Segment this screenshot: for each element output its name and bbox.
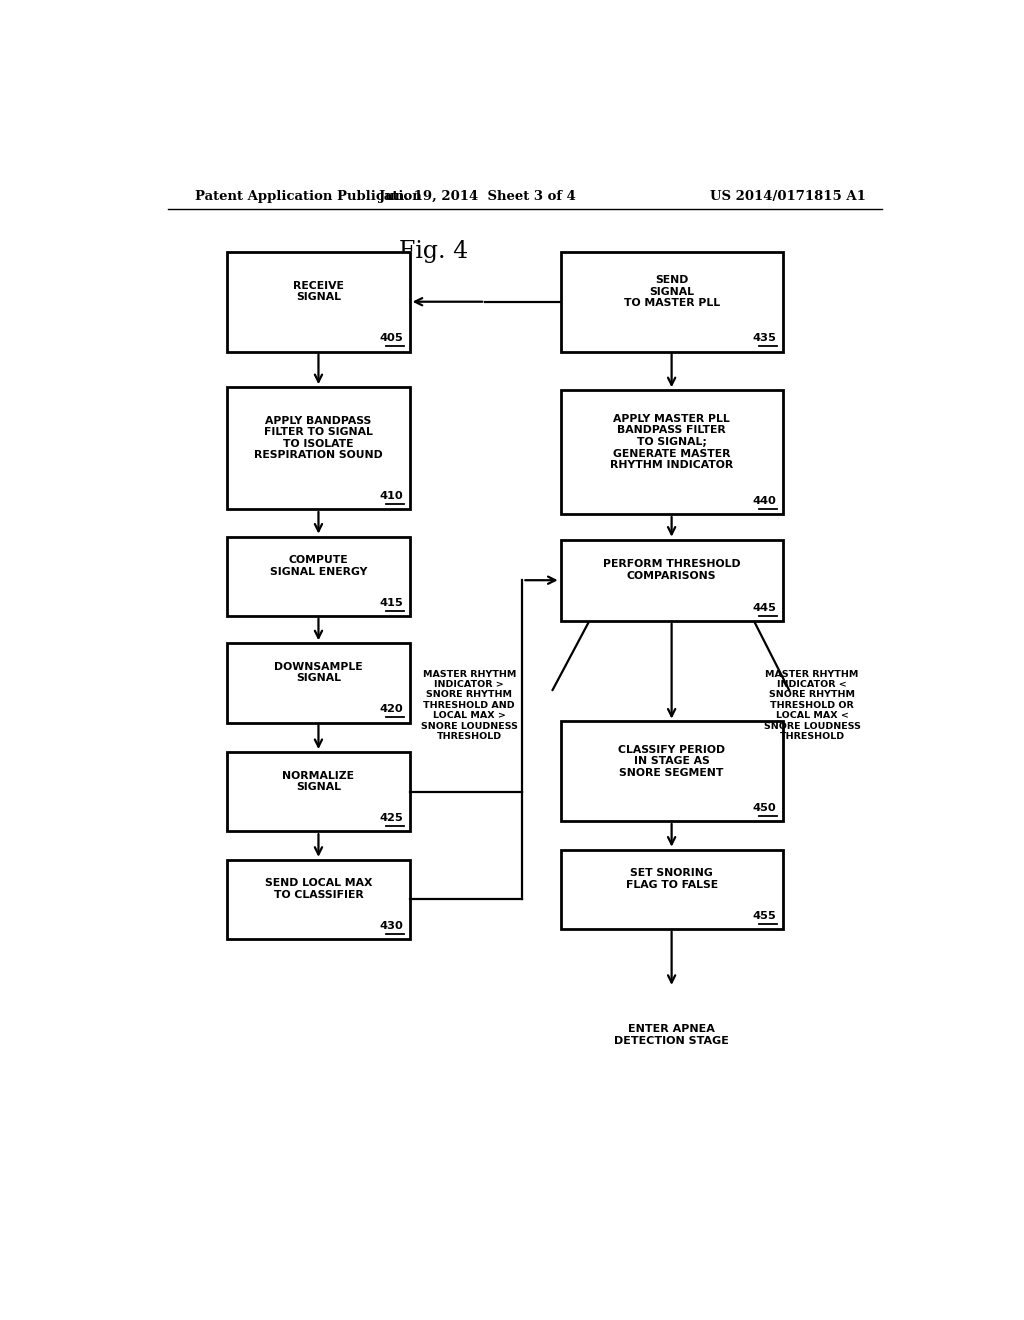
Text: Patent Application Publication: Patent Application Publication [196,190,422,202]
Text: SEND
SIGNAL
TO MASTER PLL: SEND SIGNAL TO MASTER PLL [624,275,720,308]
Text: Jun. 19, 2014  Sheet 3 of 4: Jun. 19, 2014 Sheet 3 of 4 [379,190,575,202]
Text: RECEIVE
SIGNAL: RECEIVE SIGNAL [293,281,344,302]
Text: 445: 445 [753,603,776,612]
Text: PERFORM THRESHOLD
COMPARISONS: PERFORM THRESHOLD COMPARISONS [603,560,740,581]
FancyBboxPatch shape [560,391,782,515]
Text: COMPUTE
SIGNAL ENERGY: COMPUTE SIGNAL ENERGY [269,556,368,577]
FancyBboxPatch shape [227,252,410,351]
Text: 425: 425 [380,813,403,824]
Text: 455: 455 [753,911,776,921]
Text: US 2014/0171815 A1: US 2014/0171815 A1 [711,190,866,202]
Text: 410: 410 [380,491,403,500]
Text: 435: 435 [753,334,776,343]
Text: DOWNSAMPLE
SIGNAL: DOWNSAMPLE SIGNAL [274,661,362,684]
FancyBboxPatch shape [560,722,782,821]
Text: 430: 430 [380,921,403,931]
Text: MASTER RHYTHM
INDICATOR <
SNORE RHYTHM
THRESHOLD OR
LOCAL MAX <
SNORE LOUDNESS
T: MASTER RHYTHM INDICATOR < SNORE RHYTHM T… [764,669,860,741]
Text: 415: 415 [380,598,403,607]
Text: 450: 450 [753,803,776,813]
Text: 440: 440 [753,496,776,506]
FancyBboxPatch shape [227,536,410,615]
Text: 420: 420 [380,705,403,714]
Text: NORMALIZE
SIGNAL: NORMALIZE SIGNAL [283,771,354,792]
Text: MASTER RHYTHM
INDICATOR >
SNORE RHYTHM
THRESHOLD AND
LOCAL MAX >
SNORE LOUDNESS
: MASTER RHYTHM INDICATOR > SNORE RHYTHM T… [421,669,518,741]
Text: 405: 405 [380,334,403,343]
Text: APPLY MASTER PLL
BANDPASS FILTER
TO SIGNAL;
GENERATE MASTER
RHYTHM INDICATOR: APPLY MASTER PLL BANDPASS FILTER TO SIGN… [610,413,733,470]
FancyBboxPatch shape [227,387,410,510]
FancyBboxPatch shape [560,540,782,620]
Text: SET SNORING
FLAG TO FALSE: SET SNORING FLAG TO FALSE [626,869,718,890]
Text: ENTER APNEA
DETECTION STAGE: ENTER APNEA DETECTION STAGE [614,1024,729,1045]
Text: Fig. 4: Fig. 4 [399,240,468,264]
FancyBboxPatch shape [227,643,410,722]
FancyBboxPatch shape [227,859,410,939]
Text: SEND LOCAL MAX
TO CLASSIFIER: SEND LOCAL MAX TO CLASSIFIER [265,878,372,900]
Text: CLASSIFY PERIOD
IN STAGE AS
SNORE SEGMENT: CLASSIFY PERIOD IN STAGE AS SNORE SEGMEN… [618,744,725,777]
FancyBboxPatch shape [227,752,410,832]
Text: APPLY BANDPASS
FILTER TO SIGNAL
TO ISOLATE
RESPIRATION SOUND: APPLY BANDPASS FILTER TO SIGNAL TO ISOLA… [254,416,383,461]
FancyBboxPatch shape [560,850,782,929]
FancyBboxPatch shape [560,252,782,351]
